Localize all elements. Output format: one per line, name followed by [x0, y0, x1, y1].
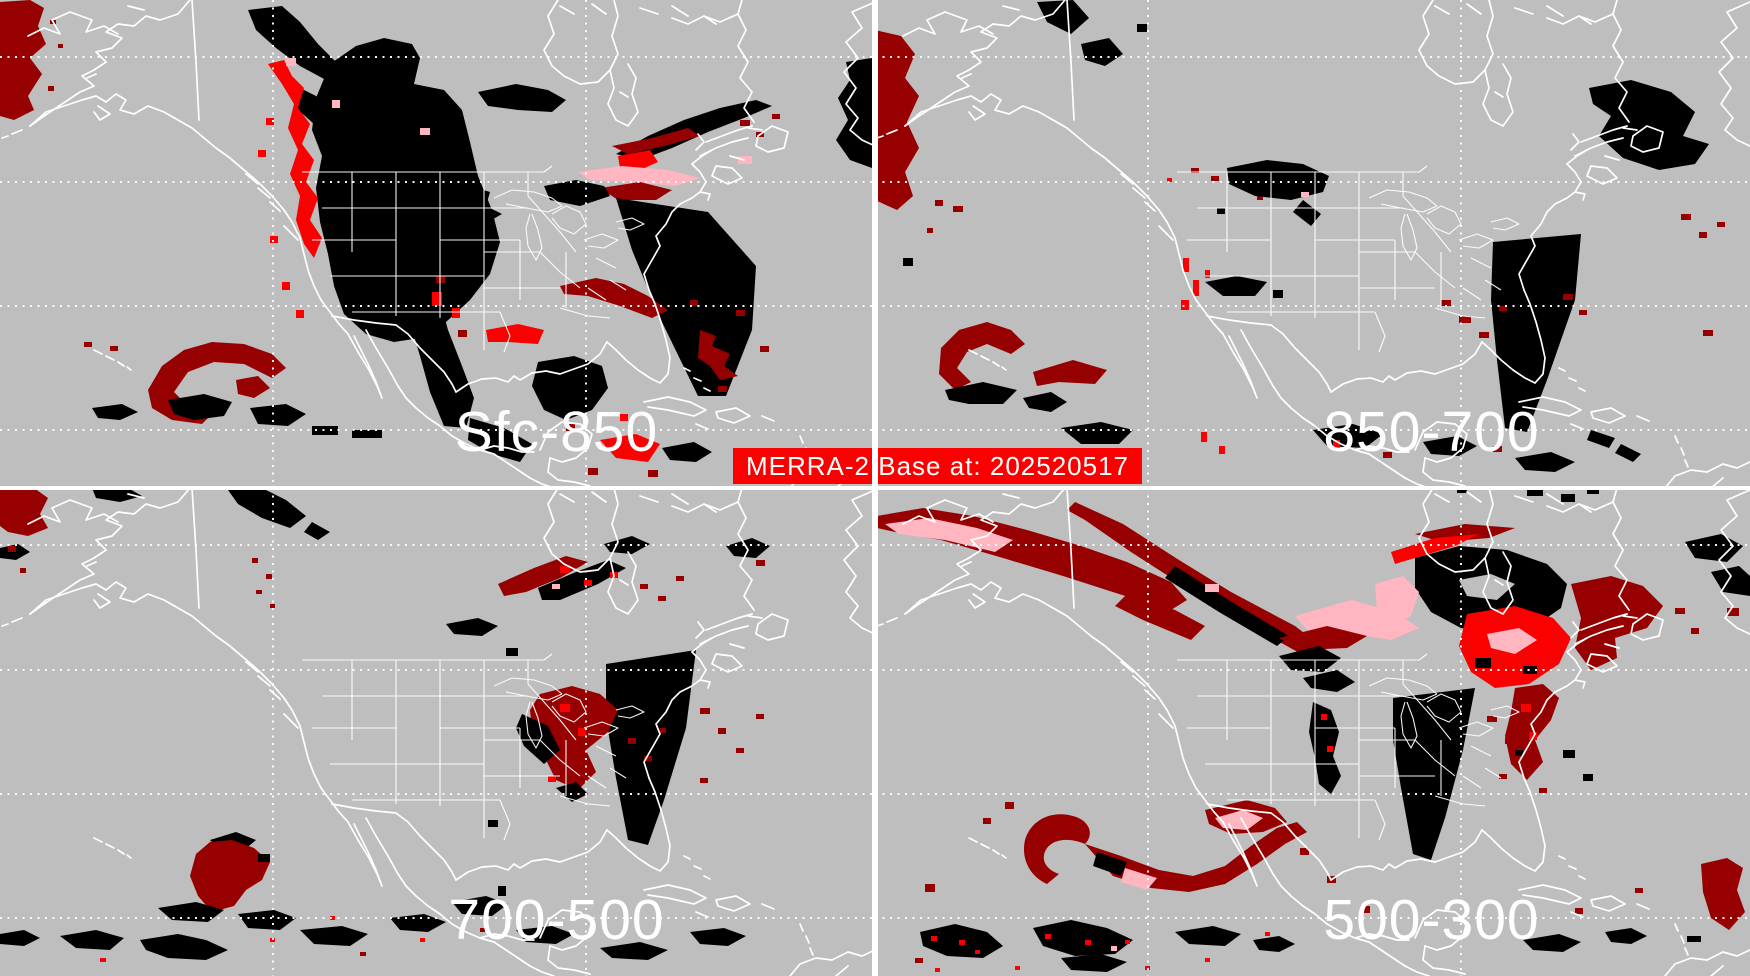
icing-overlay-sfc-850: [0, 0, 872, 477]
vertical-panel-divider: [872, 0, 878, 976]
icing-overlay-700-500: [0, 488, 770, 962]
map-sfc-850: [0, 0, 875, 488]
timestamp-banner: MERRA-2 Base at: 202520517: [733, 448, 1142, 484]
icing-overlay-850-700: [875, 0, 1725, 472]
map-850-700: [875, 0, 1750, 488]
map-700-500: [0, 488, 875, 976]
icing-overlay-500-300: [877, 488, 1750, 972]
panel-850-700: 850-700: [875, 0, 1750, 488]
map-500-300: [875, 488, 1750, 976]
panel-700-500: 700-500: [0, 488, 875, 976]
panel-500-300: 500-300: [875, 488, 1750, 976]
panel-sfc-850: Sfc-850: [0, 0, 875, 488]
